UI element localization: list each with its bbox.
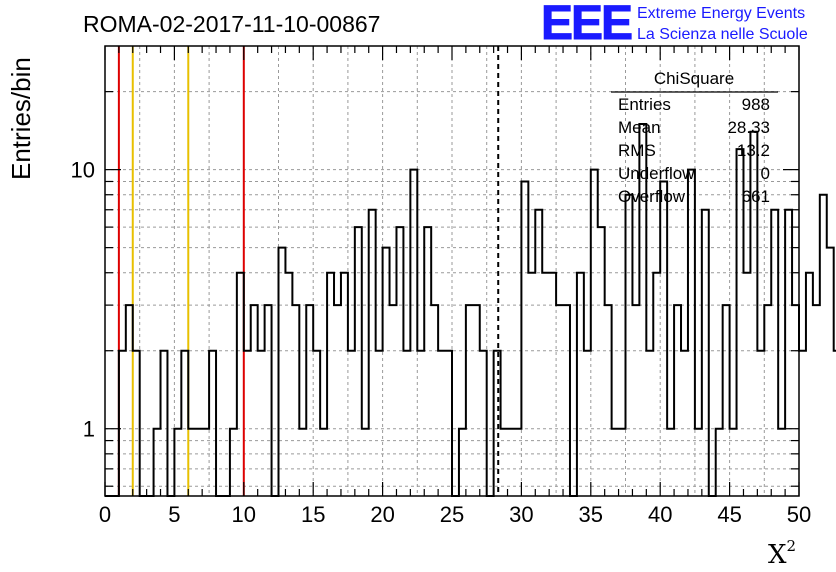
x-tick-label: 25: [440, 502, 464, 527]
x-tick-label: 10: [232, 502, 256, 527]
eee-logo-line2: La Scienza nelle Scuole: [637, 26, 808, 43]
x-tick-label: 20: [370, 502, 394, 527]
y-axis-label: Entries/bin: [6, 57, 36, 180]
stats-label: Entries: [618, 95, 671, 114]
x-tick-label: 30: [509, 502, 533, 527]
y-tick-label: 1: [83, 417, 95, 442]
y-tick-label: 10: [71, 158, 95, 183]
x-tick-label: 50: [787, 502, 811, 527]
ticks-layer: 0 5 10 15 20 25 30 35 40 45 50 1 10: [71, 46, 811, 527]
x-axis-label-base: X: [768, 540, 787, 570]
x-tick-label: 0: [99, 502, 111, 527]
x-tick-label: 35: [579, 502, 603, 527]
stats-label: RMS: [618, 141, 656, 160]
stats-label: Underflow: [618, 164, 695, 183]
x-axis-label: X2: [768, 537, 796, 570]
x-tick-label: 40: [648, 502, 672, 527]
x-axis-label-superscript: 2: [787, 537, 797, 555]
histogram-series: [105, 122, 836, 497]
stats-rows: Entries 988 Mean 28.33 RMS 13.2 Underflow 0 Over…: [618, 95, 770, 206]
stats-label: Overflow: [618, 187, 686, 206]
chart-title: ROMA-02-2017-11-10-00867: [83, 11, 380, 37]
x-tick-label: 45: [717, 502, 741, 527]
eee-logo-line1: Extreme Energy Events: [637, 5, 805, 22]
stats-box: ChiSquare Entries 988 Mean 28.33 RMS 13.2 Unde…: [611, 69, 778, 206]
stats-value: 28.33: [727, 118, 770, 137]
eee-logo: EEE Extreme Energy Events La Scienza nel…: [541, 0, 808, 51]
x-tick-label: 15: [301, 502, 325, 527]
stats-value: 661: [742, 187, 770, 206]
stats-value: 13.2: [737, 141, 770, 160]
eee-logo-mark: EEE: [541, 0, 632, 50]
x-tick-label: 5: [168, 502, 180, 527]
stats-box-title: ChiSquare: [654, 69, 734, 88]
stats-label: Mean: [618, 118, 661, 137]
vertical-lines-layer: [117, 46, 500, 496]
stats-value: 988: [742, 95, 770, 114]
stats-value: 0: [761, 164, 770, 183]
